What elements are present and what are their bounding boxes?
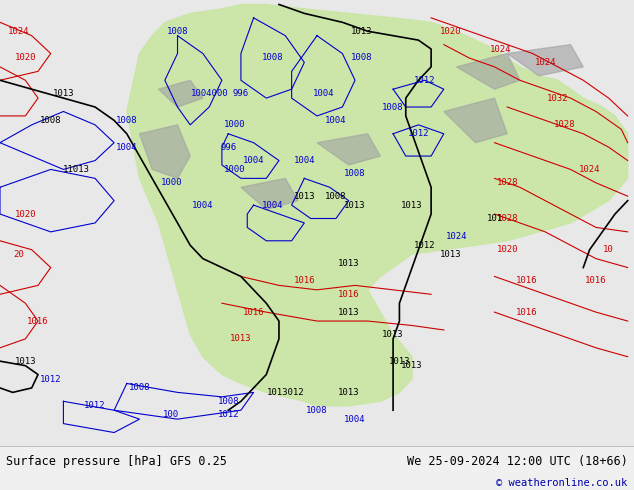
Text: 1008: 1008 [40, 116, 61, 125]
Text: 1012: 1012 [408, 129, 429, 138]
Text: 1013: 1013 [401, 200, 423, 210]
Text: 1004: 1004 [116, 143, 138, 151]
Text: 1024: 1024 [579, 165, 600, 174]
Text: 1004000: 1004000 [190, 89, 228, 98]
Text: 1008: 1008 [129, 384, 150, 392]
Text: 1013: 1013 [53, 89, 74, 98]
Text: 1028: 1028 [553, 121, 575, 129]
Polygon shape [241, 178, 298, 210]
Text: 1013: 1013 [338, 388, 359, 397]
Text: 1032: 1032 [547, 94, 569, 102]
Text: 1024: 1024 [534, 58, 556, 67]
Text: 1016: 1016 [294, 276, 315, 285]
Text: 1013: 1013 [344, 200, 366, 210]
Text: 1028: 1028 [496, 214, 518, 223]
Text: 1028: 1028 [496, 178, 518, 187]
Text: 1013: 1013 [15, 357, 36, 366]
Text: 1013: 1013 [230, 334, 252, 343]
Text: 1008: 1008 [167, 27, 188, 36]
Text: 1008: 1008 [325, 192, 347, 201]
Polygon shape [139, 125, 190, 178]
Text: 1008: 1008 [382, 102, 404, 112]
Text: 101: 101 [486, 214, 503, 223]
Text: 1008: 1008 [217, 397, 239, 406]
Text: 1012: 1012 [414, 241, 436, 250]
Text: 1004: 1004 [243, 156, 264, 165]
Text: 1020: 1020 [496, 245, 518, 254]
Text: 1013: 1013 [294, 192, 315, 201]
Text: 1024: 1024 [8, 27, 30, 36]
Text: 100: 100 [163, 410, 179, 419]
Text: 1020: 1020 [15, 210, 36, 219]
Text: We 25-09-2024 12:00 UTC (18+66): We 25-09-2024 12:00 UTC (18+66) [407, 455, 628, 468]
Text: 1013: 1013 [338, 259, 359, 268]
Text: Surface pressure [hPa] GFS 0.25: Surface pressure [hPa] GFS 0.25 [6, 455, 227, 468]
Polygon shape [127, 4, 628, 406]
Text: 1004: 1004 [192, 200, 214, 210]
Polygon shape [507, 45, 583, 76]
Text: © weatheronline.co.uk: © weatheronline.co.uk [496, 478, 628, 489]
Text: 1020: 1020 [439, 27, 461, 36]
Text: 1013: 1013 [389, 357, 410, 366]
Text: 1013: 1013 [338, 308, 359, 317]
Text: 996: 996 [220, 143, 236, 151]
Text: 1008: 1008 [344, 170, 366, 178]
Text: 1016: 1016 [27, 317, 49, 325]
Text: 1004: 1004 [313, 89, 334, 98]
Text: 1016: 1016 [243, 308, 264, 317]
Text: 1024: 1024 [490, 45, 512, 53]
Text: 1013: 1013 [439, 250, 461, 259]
Text: 1013: 1013 [351, 27, 372, 36]
Text: 1008: 1008 [351, 53, 372, 62]
Text: 11013: 11013 [63, 165, 89, 174]
Text: 1016: 1016 [515, 276, 537, 285]
Text: 10: 10 [604, 245, 614, 254]
Text: 1016: 1016 [338, 290, 359, 299]
Polygon shape [317, 134, 380, 165]
Text: 1016: 1016 [515, 308, 537, 317]
Text: 1016: 1016 [585, 276, 607, 285]
Text: 1012: 1012 [217, 410, 239, 419]
Text: 1008: 1008 [262, 53, 283, 62]
Text: 1013012: 1013012 [266, 388, 304, 397]
Text: 1012: 1012 [84, 401, 106, 410]
Polygon shape [444, 98, 507, 143]
Text: 1000: 1000 [160, 178, 182, 187]
Text: 1020: 1020 [15, 53, 36, 62]
Text: 1004: 1004 [294, 156, 315, 165]
Text: 1008: 1008 [306, 406, 328, 415]
Text: 1008: 1008 [116, 116, 138, 125]
Text: 996: 996 [233, 89, 249, 98]
Text: 1012: 1012 [414, 76, 436, 85]
Text: 1004: 1004 [262, 200, 283, 210]
Polygon shape [158, 80, 203, 107]
Text: 1012: 1012 [40, 374, 61, 384]
Text: 1004: 1004 [325, 116, 347, 125]
Text: 1004: 1004 [344, 415, 366, 424]
Text: 20: 20 [14, 250, 24, 259]
Polygon shape [456, 53, 520, 89]
Text: 1013: 1013 [382, 330, 404, 339]
Text: 1013: 1013 [401, 361, 423, 370]
Text: 1000: 1000 [224, 165, 245, 174]
Text: 1024: 1024 [446, 232, 467, 241]
Text: 1000: 1000 [224, 121, 245, 129]
